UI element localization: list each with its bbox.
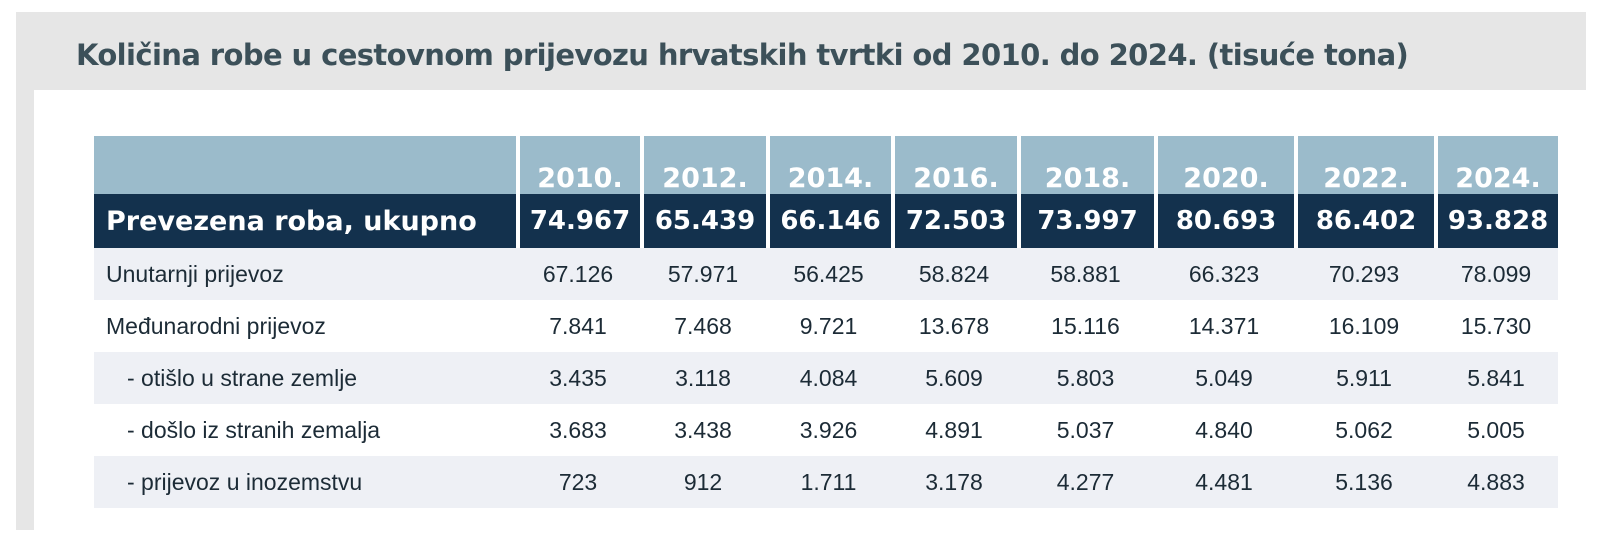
total-cell: 66.146	[766, 194, 891, 248]
table-cell: 78.099	[1434, 248, 1558, 300]
header-year: 2018.	[1017, 136, 1154, 194]
total-cell: 86.402	[1294, 194, 1434, 248]
total-cell: 74.967	[516, 194, 640, 248]
row-label: - došlo iz stranih zemalja	[94, 404, 516, 456]
table-cell: 14.371	[1154, 300, 1294, 352]
header-year: 2010.	[516, 136, 640, 194]
table-cell: 4.481	[1154, 456, 1294, 508]
table-row: - prijevoz u inozemstvu 723 912 1.711 3.…	[94, 456, 1558, 508]
table-title: Količina robe u cestovnom prijevozu hrva…	[76, 38, 1409, 72]
header-year: 2016.	[891, 136, 1017, 194]
header-corner	[94, 136, 516, 194]
table-cell: 58.824	[891, 248, 1017, 300]
table-cell: 5.841	[1434, 352, 1558, 404]
table-cell: 13.678	[891, 300, 1017, 352]
table-cell: 3.438	[640, 404, 766, 456]
table-cell: 5.609	[891, 352, 1017, 404]
total-label: Prevezena roba, ukupno	[94, 194, 516, 248]
table-cell: 5.062	[1294, 404, 1434, 456]
table-cell: 15.116	[1017, 300, 1154, 352]
table-cell: 7.468	[640, 300, 766, 352]
table-row: - otišlo u strane zemlje 3.435 3.118 4.0…	[94, 352, 1558, 404]
row-label: Unutarnji prijevoz	[94, 248, 516, 300]
total-cell: 72.503	[891, 194, 1017, 248]
header-year: 2014.	[766, 136, 891, 194]
table-cell: 3.178	[891, 456, 1017, 508]
table-cell: 3.926	[766, 404, 891, 456]
header-year: 2022.	[1294, 136, 1434, 194]
table-cell: 5.803	[1017, 352, 1154, 404]
data-table: 2010. 2012. 2014. 2016. 2018. 2020. 2022…	[94, 136, 1558, 508]
table-cell: 70.293	[1294, 248, 1434, 300]
header-year: 2012.	[640, 136, 766, 194]
table-cell: 4.277	[1017, 456, 1154, 508]
table-cell: 4.840	[1154, 404, 1294, 456]
header-row: 2010. 2012. 2014. 2016. 2018. 2020. 2022…	[94, 136, 1558, 194]
table-cell: 5.049	[1154, 352, 1294, 404]
table-cell: 3.683	[516, 404, 640, 456]
total-cell: 65.439	[640, 194, 766, 248]
row-label: - otišlo u strane zemlje	[94, 352, 516, 404]
total-cell: 93.828	[1434, 194, 1558, 248]
table-cell: 56.425	[766, 248, 891, 300]
table-cell: 4.883	[1434, 456, 1558, 508]
table-cell: 16.109	[1294, 300, 1434, 352]
table-cell: 5.037	[1017, 404, 1154, 456]
table-cell: 5.911	[1294, 352, 1434, 404]
table-cell: 7.841	[516, 300, 640, 352]
table-cell: 58.881	[1017, 248, 1154, 300]
table-cell: 9.721	[766, 300, 891, 352]
table-cell: 3.118	[640, 352, 766, 404]
table-cell: 723	[516, 456, 640, 508]
total-cell: 80.693	[1154, 194, 1294, 248]
row-label: - prijevoz u inozemstvu	[94, 456, 516, 508]
table-cell: 912	[640, 456, 766, 508]
table-cell: 67.126	[516, 248, 640, 300]
table-cell: 4.084	[766, 352, 891, 404]
table-cell: 57.971	[640, 248, 766, 300]
table-cell: 4.891	[891, 404, 1017, 456]
table-cell: 5.136	[1294, 456, 1434, 508]
table-cell: 66.323	[1154, 248, 1294, 300]
total-row: Prevezena roba, ukupno 74.967 65.439 66.…	[94, 194, 1558, 248]
table-cell: 3.435	[516, 352, 640, 404]
figure-frame: Količina robe u cestovnom prijevozu hrva…	[16, 12, 1586, 530]
table-cell: 15.730	[1434, 300, 1558, 352]
total-cell: 73.997	[1017, 194, 1154, 248]
row-label: Međunarodni prijevoz	[94, 300, 516, 352]
table-cell: 1.711	[766, 456, 891, 508]
table-row: Međunarodni prijevoz 7.841 7.468 9.721 1…	[94, 300, 1558, 352]
table-row: - došlo iz stranih zemalja 3.683 3.438 3…	[94, 404, 1558, 456]
table-cell: 5.005	[1434, 404, 1558, 456]
header-year: 2020.	[1154, 136, 1294, 194]
header-year: 2024.	[1434, 136, 1558, 194]
table-panel: 2010. 2012. 2014. 2016. 2018. 2020. 2022…	[34, 90, 1586, 530]
table-row: Unutarnji prijevoz 67.126 57.971 56.425 …	[94, 248, 1558, 300]
